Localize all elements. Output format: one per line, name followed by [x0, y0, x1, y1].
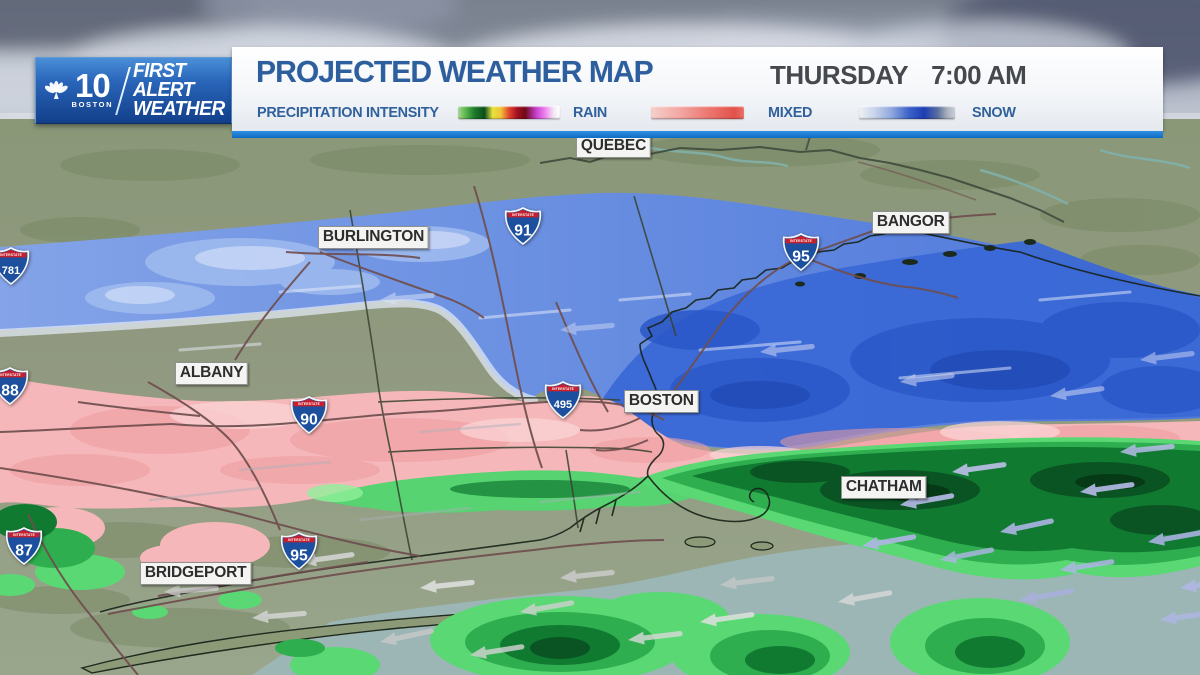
svg-text:INTERSTATE: INTERSTATE [298, 402, 320, 406]
highway-shield-90: INTERSTATE 90 [290, 395, 328, 435]
svg-text:91: 91 [514, 222, 532, 239]
logo-slash-divider [115, 66, 132, 115]
timestamp-day: THURSDAY [770, 60, 909, 90]
header-bar: PROJECTED WEATHER MAP THURSDAY 7:00 AM P… [232, 47, 1163, 138]
svg-text:INTERSTATE: INTERSTATE [0, 373, 21, 377]
svg-text:95: 95 [792, 248, 810, 265]
snow-label: SNOW [972, 104, 1016, 121]
mixed-label: MIXED [768, 104, 813, 121]
station-logo: 10 BOSTON FIRST ALERT WEATHER [35, 57, 232, 124]
wordmark-line1: FIRST ALERT [132, 60, 194, 101]
rain-label: RAIN [573, 104, 608, 121]
city-label-burlington: BURLINGTON [318, 226, 429, 249]
rain-intensity-scale [458, 106, 560, 119]
svg-text:781: 781 [2, 265, 20, 277]
station-city: BOSTON [71, 99, 114, 109]
station-number-block: 10 BOSTON [71, 66, 114, 109]
svg-text:INTERSTATE: INTERSTATE [288, 538, 310, 542]
city-label-bangor: BANGOR [872, 211, 950, 234]
highway-shield-88: INTERSTATE 88 [0, 366, 29, 406]
highway-shield-95-maine: INTERSTATE 95 [782, 232, 820, 272]
timestamp-time: 7:00 AM [931, 60, 1027, 90]
highway-shield-781: INTERSTATE 781 [0, 246, 30, 286]
mixed-intensity-scale [651, 106, 744, 119]
station-number: 10 [74, 66, 111, 104]
svg-text:95: 95 [290, 547, 308, 564]
city-label-albany: ALBANY [175, 362, 249, 385]
city-label-boston: BOSTON [624, 390, 699, 413]
svg-text:495: 495 [554, 399, 572, 411]
page-title: PROJECTED WEATHER MAP [256, 54, 654, 89]
highway-shield-91: INTERSTATE 91 [504, 206, 542, 246]
city-label-chatham: CHATHAM [841, 476, 927, 499]
precip-intensity-label: PRECIPITATION INTENSITY [257, 104, 439, 121]
svg-text:88: 88 [1, 382, 19, 399]
svg-text:INTERSTATE: INTERSTATE [13, 533, 35, 537]
svg-text:INTERSTATE: INTERSTATE [790, 239, 812, 243]
wordmark-line2: WEATHER [132, 98, 225, 120]
first-alert-weather-wordmark: FIRST ALERT WEATHER [132, 60, 228, 120]
city-label-bridgeport: BRIDGEPORT [140, 562, 252, 585]
nbc-peacock-icon [45, 80, 68, 99]
snow-intensity-scale [859, 106, 955, 119]
timestamp: THURSDAY 7:00 AM [770, 60, 1027, 91]
header-accent-strip [232, 131, 1163, 138]
svg-text:87: 87 [15, 542, 33, 559]
svg-text:INTERSTATE: INTERSTATE [0, 253, 22, 257]
svg-text:INTERSTATE: INTERSTATE [552, 387, 574, 391]
highway-shield-495: INTERSTATE 495 [544, 380, 582, 420]
svg-text:90: 90 [300, 411, 318, 428]
highway-shield-95-connecticut: INTERSTATE 95 [280, 531, 318, 571]
highway-shield-87: INTERSTATE 87 [5, 526, 43, 566]
city-label-quebec: QUÉBEC [576, 135, 651, 158]
svg-text:INTERSTATE: INTERSTATE [512, 213, 534, 217]
